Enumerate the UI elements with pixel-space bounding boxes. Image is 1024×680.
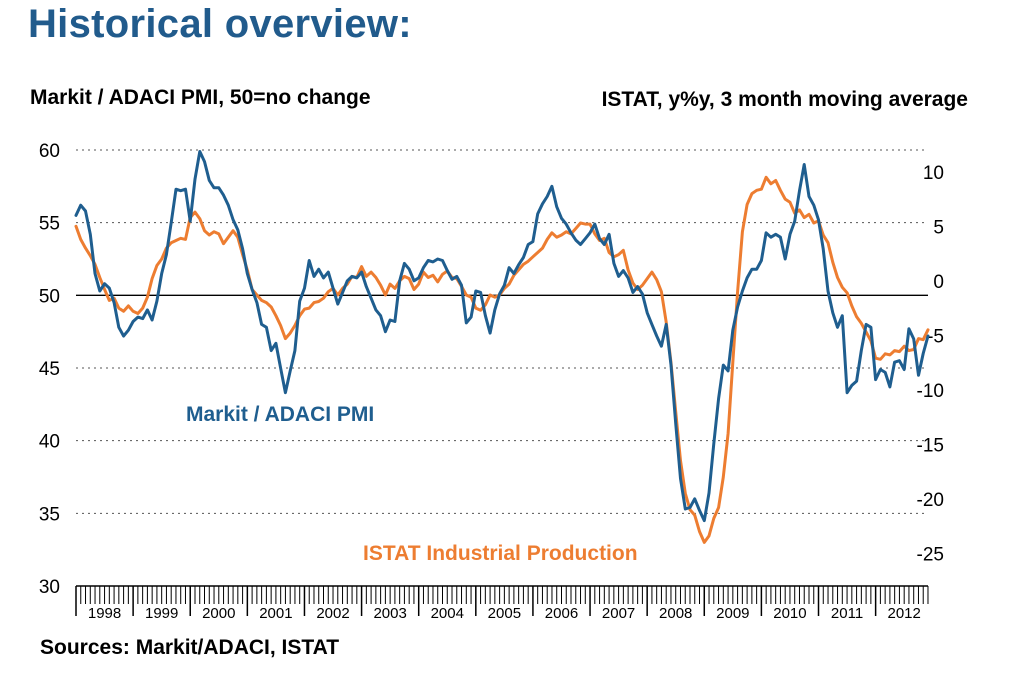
left-tick-label: 40 bbox=[39, 432, 60, 453]
sources-note: Sources: Markit/ADACI, ISTAT bbox=[40, 636, 340, 659]
year-label: 2007 bbox=[602, 605, 635, 622]
series-line-pmi bbox=[74, 150, 930, 523]
right-tick-label: -10 bbox=[917, 381, 944, 402]
left-tick-label: 35 bbox=[39, 504, 60, 525]
series-lines bbox=[74, 150, 930, 544]
year-label: 2000 bbox=[202, 605, 235, 622]
year-label: 2001 bbox=[259, 605, 292, 622]
page-title: Historical overview: bbox=[28, 2, 412, 46]
left-tick-label: 30 bbox=[39, 577, 60, 598]
series-line-industrial-production bbox=[74, 175, 930, 544]
year-label: 2004 bbox=[431, 605, 464, 622]
left-tick-label: 45 bbox=[39, 359, 60, 380]
left-axis-title: Markit / ADACI PMI, 50=no change bbox=[30, 86, 371, 109]
right-tick-label: 10 bbox=[923, 163, 944, 184]
year-label: 2011 bbox=[831, 605, 863, 622]
year-label: 2002 bbox=[316, 605, 349, 622]
right-tick-label: 0 bbox=[933, 272, 944, 293]
year-label: 1999 bbox=[145, 605, 178, 622]
year-label: 2006 bbox=[545, 605, 578, 622]
right-tick-label: -25 bbox=[917, 544, 944, 565]
year-label: 2010 bbox=[773, 605, 806, 622]
left-axis-ticks: 30 35 40 45 50 55 60 bbox=[39, 141, 60, 598]
year-label: 1998 bbox=[88, 605, 121, 622]
left-tick-label: 50 bbox=[39, 286, 60, 307]
series-label-pmi: Markit / ADACI PMI bbox=[186, 403, 374, 426]
gridlines bbox=[76, 149, 928, 514]
year-label: 2012 bbox=[887, 605, 920, 622]
right-axis-ticks: 10 5 0 -5 -10 -15 -20 -25 bbox=[917, 163, 944, 565]
x-axis: 1998 1999 2000 2001 2002 2003 2004 2005 2006 2007… bbox=[75, 585, 929, 622]
left-tick-label: 55 bbox=[39, 214, 60, 235]
year-label: 2005 bbox=[488, 605, 521, 622]
right-tick-label: -15 bbox=[917, 435, 944, 456]
year-label: 2009 bbox=[716, 605, 749, 622]
year-label: 2003 bbox=[373, 605, 406, 622]
year-label: 2008 bbox=[659, 605, 692, 622]
series-label-ip: ISTAT Industrial Production bbox=[363, 542, 638, 565]
left-tick-label: 60 bbox=[39, 141, 60, 162]
right-tick-label: 5 bbox=[933, 217, 944, 238]
right-tick-label: -5 bbox=[927, 326, 944, 347]
right-tick-label: -20 bbox=[917, 490, 944, 511]
right-axis-title: ISTAT, y%y, 3 month moving average bbox=[601, 88, 968, 111]
